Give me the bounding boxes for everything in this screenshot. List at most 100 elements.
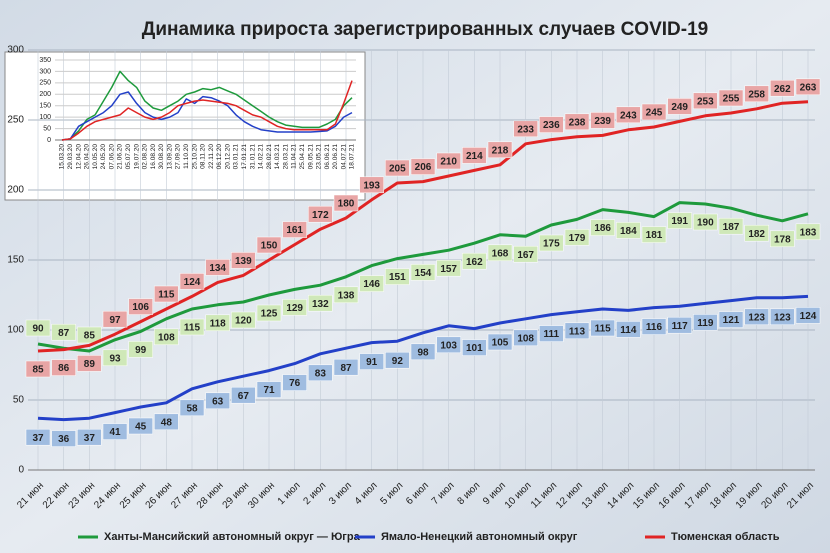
data-label: 151 xyxy=(389,272,406,283)
data-label-box xyxy=(436,152,461,170)
data-label-box xyxy=(385,159,410,177)
data-label: 180 xyxy=(338,199,355,210)
y-tick-label: 200 xyxy=(7,185,24,196)
data-label-box xyxy=(77,428,102,446)
data-label: 36 xyxy=(58,434,70,445)
data-label-box xyxy=(616,321,641,338)
data-label-box xyxy=(795,78,821,96)
data-label-box xyxy=(564,322,590,340)
x-tick-label: 25.04.21 xyxy=(299,144,306,170)
x-tick-label: 12.04.20 xyxy=(75,144,82,170)
data-label: 89 xyxy=(84,359,96,370)
data-label: 218 xyxy=(492,145,509,156)
data-label: 238 xyxy=(569,117,586,128)
data-label-box xyxy=(744,308,769,326)
data-label: 138 xyxy=(338,290,355,301)
x-tick-label: 20.06.21 xyxy=(332,144,339,170)
series-line xyxy=(61,80,353,141)
data-label-box xyxy=(154,328,179,346)
data-label: 85 xyxy=(84,331,96,342)
data-label: 63 xyxy=(212,396,224,407)
x-tick-label: 02.08.20 xyxy=(142,144,149,170)
data-label-box xyxy=(539,234,564,252)
data-label-box xyxy=(333,194,359,212)
data-label: 113 xyxy=(569,326,586,337)
data-label: 87 xyxy=(58,328,70,339)
data-label: 125 xyxy=(261,309,278,320)
series-line xyxy=(61,91,353,141)
data-label-box xyxy=(25,360,51,378)
data-label: 58 xyxy=(186,403,198,414)
data-label-box xyxy=(154,285,179,303)
data-label: 253 xyxy=(697,96,714,107)
x-tick-label: 14.02.21 xyxy=(258,144,265,170)
y-tick-label: 150 xyxy=(7,255,24,266)
data-label: 210 xyxy=(440,157,457,168)
legend-label: Ханты-Мансийский автономный округ — Югра xyxy=(104,531,361,543)
data-label: 98 xyxy=(417,347,429,358)
data-label-box xyxy=(539,116,564,133)
data-label: 150 xyxy=(261,241,278,252)
data-label-box xyxy=(128,341,153,358)
data-label-box xyxy=(462,147,487,164)
data-label: 121 xyxy=(723,315,740,326)
data-label-box xyxy=(308,364,333,382)
data-label: 83 xyxy=(315,368,327,379)
x-tick-label: 17.01.21 xyxy=(241,144,248,170)
data-label: 48 xyxy=(161,417,173,428)
data-label-box xyxy=(308,205,333,223)
data-label-box xyxy=(205,314,230,332)
data-label-box xyxy=(641,226,667,243)
data-label: 108 xyxy=(158,332,175,343)
series-line xyxy=(61,70,353,141)
data-label: 263 xyxy=(800,82,817,93)
data-label-box xyxy=(616,222,641,239)
data-label-box xyxy=(693,213,718,231)
inset-frame xyxy=(4,51,366,201)
x-tick-label: 04.07.21 xyxy=(340,144,347,170)
data-label: 178 xyxy=(774,234,791,245)
data-label-box xyxy=(795,223,821,241)
x-tick-label: 15.03.20 xyxy=(59,144,66,170)
data-label: 111 xyxy=(544,329,560,340)
x-tick-label: 03.01.21 xyxy=(233,144,240,170)
data-label: 37 xyxy=(32,433,44,444)
data-label: 106 xyxy=(132,302,149,313)
data-label: 115 xyxy=(184,323,201,334)
data-label-box xyxy=(102,349,128,367)
data-label: 87 xyxy=(340,363,352,374)
data-label-box xyxy=(282,299,307,316)
data-label: 249 xyxy=(671,102,688,113)
data-label-box xyxy=(770,79,795,97)
data-label-box xyxy=(410,343,436,361)
data-label: 214 xyxy=(466,151,483,162)
data-label: 103 xyxy=(440,340,457,351)
x-tick-label: 22.11.20 xyxy=(208,144,215,169)
data-label: 123 xyxy=(774,312,791,323)
data-label: 114 xyxy=(620,325,637,336)
data-label-box xyxy=(179,273,205,290)
y-tick-label: 300 xyxy=(7,45,24,56)
data-label: 161 xyxy=(286,225,303,236)
data-label-box xyxy=(513,120,538,138)
data-label-box xyxy=(282,374,307,391)
data-label: 179 xyxy=(569,233,586,244)
data-label-box xyxy=(385,268,410,285)
data-label: 105 xyxy=(492,338,509,349)
data-label: 132 xyxy=(312,299,329,310)
x-tick-label: 10.05.20 xyxy=(92,144,99,170)
data-label: 191 xyxy=(671,216,688,227)
data-label-box xyxy=(487,333,513,351)
data-label: 118 xyxy=(210,318,227,329)
data-label-box xyxy=(539,325,564,342)
x-tick-label: 29.03.20 xyxy=(67,144,74,170)
data-label-box xyxy=(744,224,769,242)
data-label-box xyxy=(25,428,51,446)
data-label-box xyxy=(770,308,795,326)
data-label: 233 xyxy=(517,124,534,135)
data-label-box xyxy=(102,310,128,328)
y-tick-label: 250 xyxy=(7,115,24,126)
data-label-box xyxy=(282,221,307,238)
y-tick-label: 300 xyxy=(39,68,51,75)
